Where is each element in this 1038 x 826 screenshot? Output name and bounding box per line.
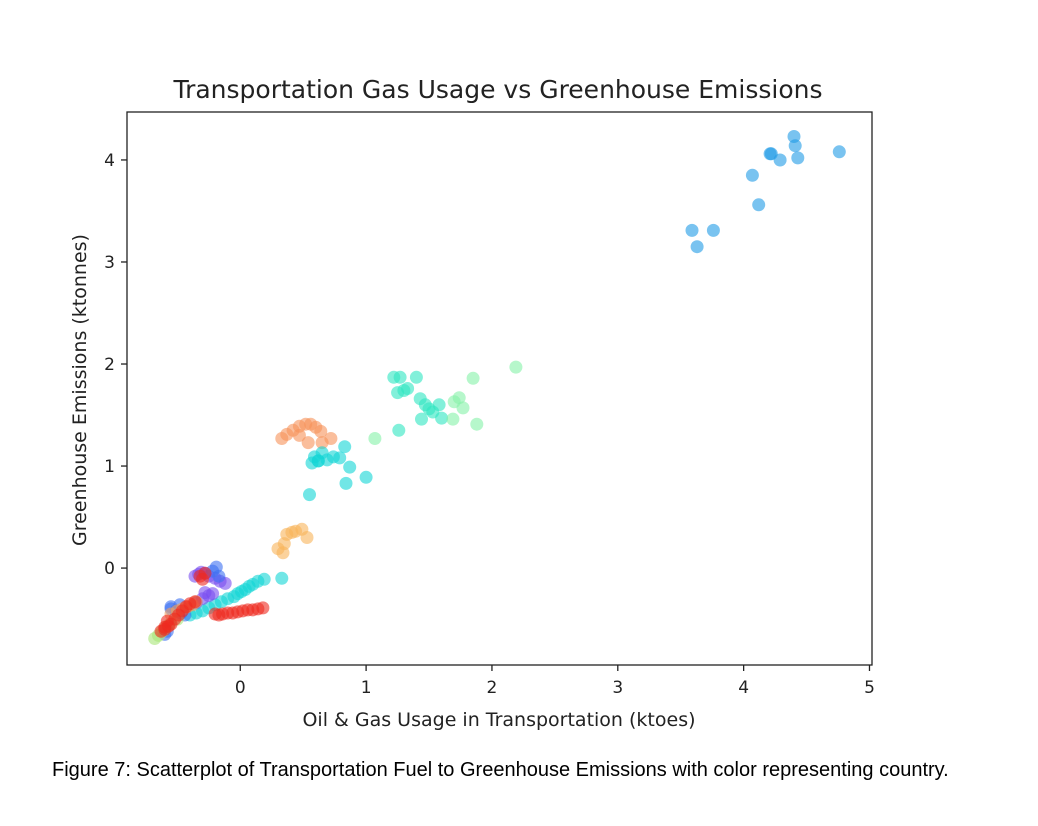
- scatter-point: [212, 569, 226, 583]
- x-tick-label: 2: [487, 678, 498, 698]
- scatter-point: [446, 412, 460, 426]
- scatter-point: [275, 571, 289, 585]
- x-axis-label: Oil & Gas Usage in Transportation (ktoes…: [302, 709, 695, 731]
- scatter-point: [509, 360, 523, 374]
- scatter-chart: Transportation Gas Usage vs Greenhouse E…: [69, 75, 875, 731]
- scatter-point: [193, 569, 207, 583]
- plot-area-frame: [126, 111, 873, 666]
- scatter-point: [256, 601, 270, 615]
- scatter-point: [188, 595, 202, 609]
- scatter-point: [303, 488, 316, 502]
- scatter-point: [311, 454, 325, 468]
- scatter-point: [752, 198, 766, 212]
- data-points: [148, 130, 846, 645]
- scatter-point: [832, 145, 846, 159]
- scatter-point: [393, 370, 407, 384]
- scatter-point: [359, 470, 373, 484]
- figure-caption: Figure 7: Scatterplot of Transportation …: [52, 759, 949, 781]
- y-tick-label: 2: [104, 355, 115, 375]
- scatter-point: [470, 417, 484, 431]
- scatter-point: [339, 476, 353, 490]
- scatter-point: [392, 423, 406, 437]
- scatter-point: [315, 436, 329, 450]
- scatter-point: [314, 424, 328, 438]
- y-axis-ticks: 0 1 2 3 4: [104, 151, 127, 579]
- chart-title: Transportation Gas Usage vs Greenhouse E…: [172, 75, 822, 104]
- y-axis-label: Greenhouse Emissions (ktonnes): [69, 234, 91, 546]
- scatter-point: [745, 168, 759, 182]
- x-tick-label: 3: [612, 678, 623, 698]
- scatter-point: [401, 382, 415, 395]
- scatter-point: [432, 398, 446, 412]
- scatter-point: [158, 620, 172, 634]
- scatter-point: [333, 451, 347, 465]
- x-tick-label: 0: [235, 678, 246, 698]
- scatter-point: [466, 371, 480, 385]
- y-tick-label: 4: [104, 151, 115, 171]
- scatter-point: [788, 139, 802, 153]
- scatter-point: [690, 240, 704, 254]
- y-tick-label: 1: [104, 457, 115, 477]
- scatter-point: [343, 460, 357, 474]
- scatter-point: [791, 151, 805, 165]
- scatter-point: [452, 391, 466, 405]
- scatter-point: [277, 537, 291, 551]
- scatter-point: [435, 411, 449, 425]
- scatter-point: [456, 401, 470, 415]
- scatter-point: [706, 223, 720, 237]
- y-tick-label: 3: [104, 253, 115, 273]
- scatter-point: [773, 153, 787, 167]
- scatter-point: [415, 412, 428, 426]
- scatter-point: [409, 370, 423, 384]
- scatter-point: [300, 531, 314, 544]
- scatter-point: [257, 572, 271, 586]
- y-tick-label: 0: [104, 559, 115, 579]
- x-axis-ticks: 0 1 2 3 4 5: [235, 665, 875, 698]
- x-tick-label: 1: [361, 678, 372, 698]
- scatter-point: [368, 432, 382, 445]
- scatter-point: [301, 436, 315, 450]
- scatter-point: [292, 428, 306, 442]
- x-tick-label: 5: [864, 678, 875, 698]
- scatter-point: [338, 440, 352, 454]
- x-tick-label: 4: [738, 678, 749, 698]
- scatter-point: [206, 587, 220, 601]
- scatter-point: [685, 223, 699, 237]
